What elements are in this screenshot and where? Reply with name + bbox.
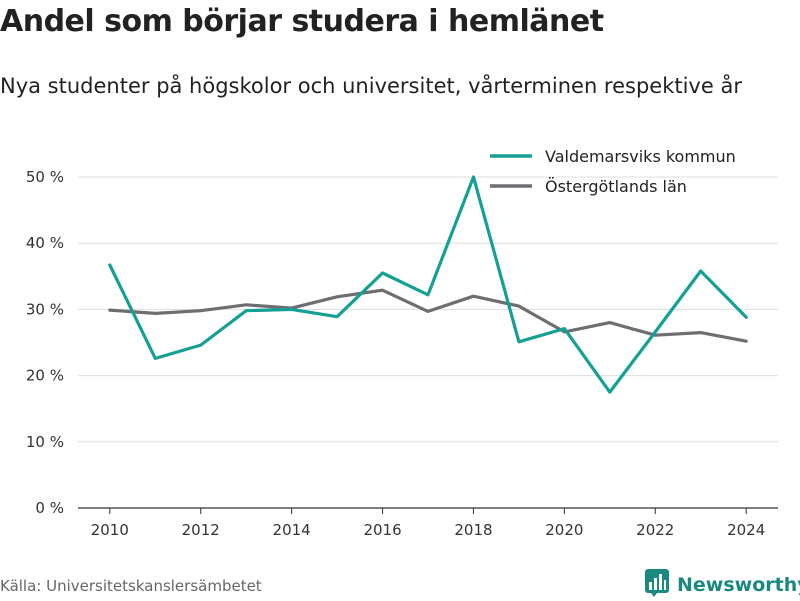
- x-axis-ticks: 2010 2012 2014 2016 2018 2020 2022 2024: [91, 508, 765, 539]
- grid-lines: [78, 176, 778, 509]
- chart-title: Andel som börjar studera i hemlänet: [0, 4, 604, 39]
- bar-chart-logo-icon: [645, 569, 669, 601]
- legend-label: Östergötlands län: [545, 177, 687, 196]
- x-tick-label: 2010: [91, 521, 129, 539]
- series-line: [108, 288, 748, 343]
- x-tick-label: 2020: [545, 521, 583, 539]
- x-tick-label: 2022: [636, 521, 674, 539]
- legend: Valdemarsviks kommun Östergötlands län: [490, 147, 736, 196]
- x-tick-label: 2024: [727, 521, 765, 539]
- y-tick-label: 30 %: [26, 300, 64, 318]
- brand-name: Newsworthy: [677, 574, 800, 596]
- y-tick-label: 50 %: [26, 168, 64, 186]
- x-tick-label: 2018: [454, 521, 492, 539]
- legend-label: Valdemarsviks kommun: [545, 147, 736, 166]
- y-tick-label: 20 %: [26, 367, 64, 385]
- brand-logo: Newsworthy: [645, 569, 800, 601]
- y-axis-ticks: 0 % 10 % 20 % 30 % 40 % 50 %: [26, 168, 64, 517]
- y-tick-label: 40 %: [26, 234, 64, 252]
- series-lines: [108, 175, 748, 394]
- source-note: Källa: Universitetskanslersämbetet: [0, 577, 262, 595]
- x-tick-label: 2012: [182, 521, 220, 539]
- x-tick-label: 2016: [363, 521, 401, 539]
- y-tick-label: 0 %: [35, 499, 64, 517]
- x-tick-label: 2014: [273, 521, 311, 539]
- y-tick-label: 10 %: [26, 433, 64, 451]
- chart-subtitle: Nya studenter på högskolor och universit…: [0, 74, 742, 98]
- series-line: [108, 175, 748, 394]
